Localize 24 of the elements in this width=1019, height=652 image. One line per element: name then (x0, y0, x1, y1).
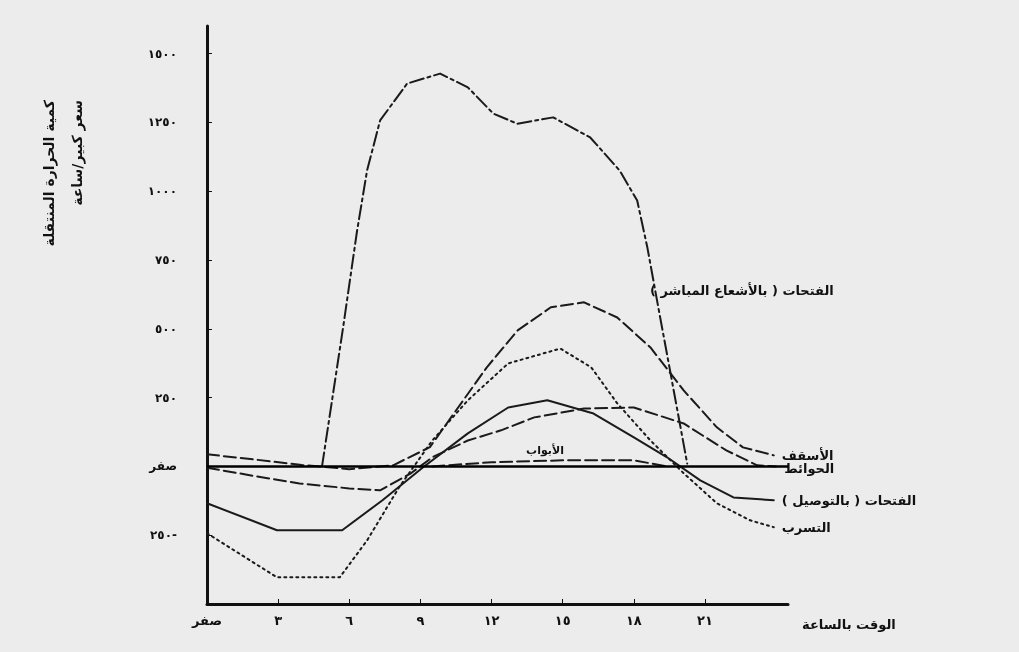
x-tick-label: صفر (190, 613, 223, 628)
series-label: الفتحات ( بالتوصيل ) (781, 492, 917, 508)
annotation: الفتحات ( بالأشعاع المباشر ) (650, 281, 834, 298)
y-tick-label: صفر (148, 459, 177, 474)
y-tick-label: ٧٥٠ (155, 252, 177, 267)
series-label: التسرب (781, 519, 831, 535)
x-tick-label: ٢١ (697, 613, 713, 628)
x-tick-label: ٣ (274, 613, 283, 628)
x-tick-label: ١٢ (483, 613, 500, 628)
y-tick-label: ٢٥٠ (155, 390, 177, 405)
x-tick-label: ٩ (416, 613, 425, 628)
y-tick-label: ١٥٠٠ (147, 46, 177, 61)
annotation: الأبواب (526, 442, 564, 457)
x-axis-title: الوقت بالساعة (802, 617, 896, 632)
y-tick-label: ١٠٠٠ (147, 184, 177, 199)
y-tick-label: ٥٠٠ (155, 321, 177, 336)
x-tick-label: ١٥ (554, 613, 571, 628)
y-tick-label: ٢٥٠- (150, 528, 178, 543)
series-label: الأسقف (781, 446, 834, 463)
y-axis-title: كمية الحرارة المنتقلة سعر كبير/ساعة (41, 99, 86, 247)
y-tick-label: ١٢٥٠ (147, 115, 177, 130)
x-tick-label: ٦ (345, 613, 354, 628)
series-label: الحوائط (784, 460, 835, 476)
x-tick-label: ١٨ (625, 613, 642, 628)
